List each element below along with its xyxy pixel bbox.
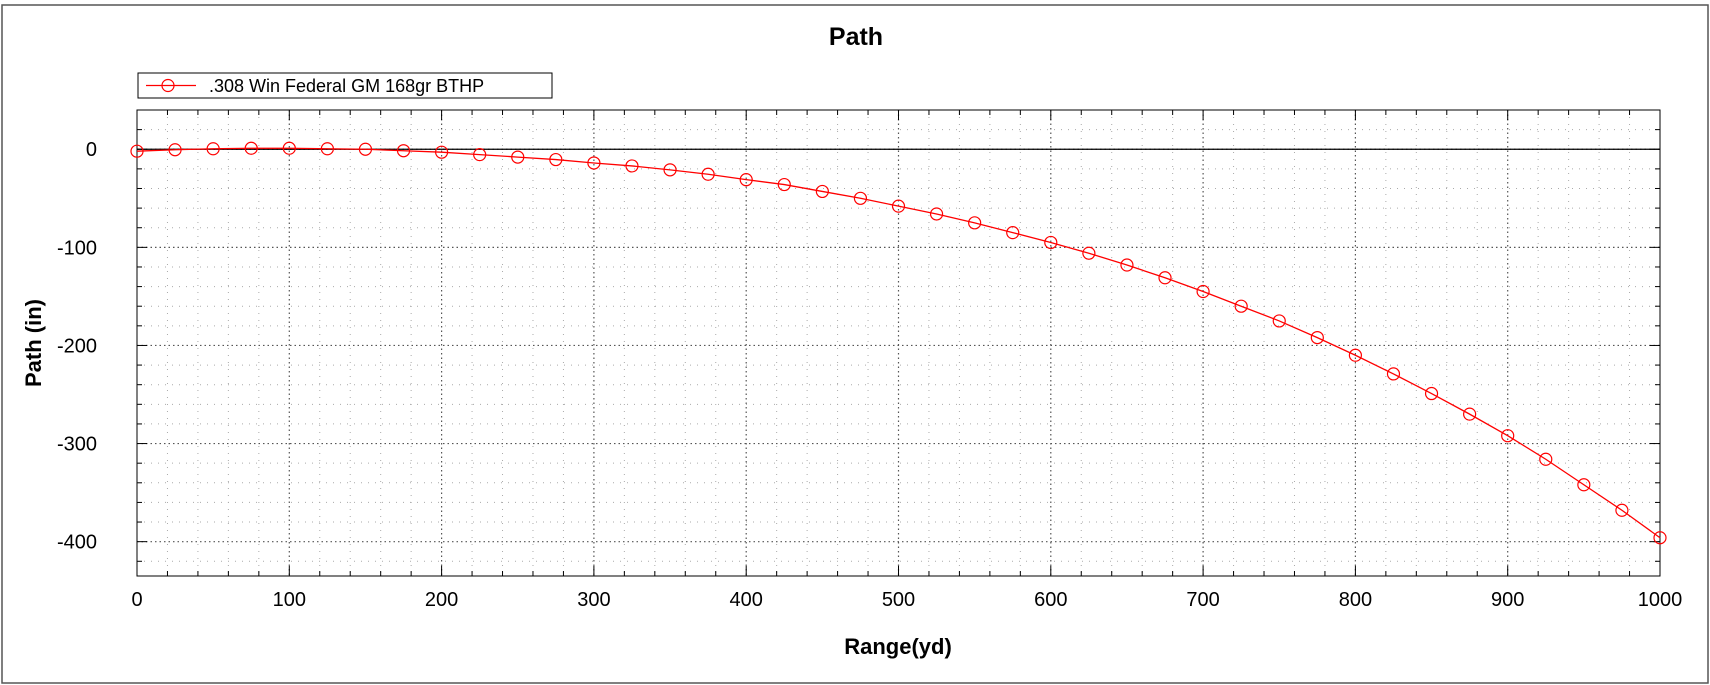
data-point: [815, 184, 829, 199]
data-point: [1272, 314, 1286, 328]
data-point: [777, 177, 791, 192]
data-point: [320, 142, 334, 156]
y-tick-label: 0: [86, 139, 97, 161]
data-point: [473, 148, 487, 162]
x-tick-label: 700: [1186, 589, 1219, 611]
data-point: [853, 191, 868, 205]
x-tick-label: 400: [730, 589, 763, 611]
data-point: [625, 159, 639, 173]
legend-entry-label: .308 Win Federal GM 168gr BTHP: [209, 76, 484, 96]
x-tick-label: 600: [1034, 589, 1067, 611]
data-point: [244, 141, 258, 155]
data-point: [549, 152, 563, 167]
x-tick-label: 900: [1491, 589, 1524, 611]
series-line: [136, 147, 1661, 539]
data-point: [130, 144, 144, 158]
x-tick-label: 1000: [1638, 589, 1683, 611]
data-point: [168, 143, 182, 157]
data-point: [739, 173, 753, 187]
data-point: [1348, 348, 1363, 362]
x-tick-label: 800: [1339, 589, 1372, 611]
x-tick-label: 200: [425, 589, 458, 611]
data-point: [282, 141, 296, 155]
data-point: [587, 156, 601, 170]
x-axis-label: Range(yd): [844, 634, 952, 659]
data-point: [1234, 299, 1248, 313]
data-point: [663, 163, 677, 177]
data-point: [701, 167, 715, 181]
x-tick-label: 500: [882, 589, 915, 611]
data-point: [968, 216, 982, 230]
y-tick-label: -100: [57, 237, 97, 259]
y-tick-label: -400: [57, 532, 97, 554]
data-point: [929, 207, 944, 221]
legend-marker-icon: [161, 78, 175, 93]
series-markers: [130, 141, 1667, 545]
data-point: [206, 142, 220, 156]
y-tick-label: -200: [57, 335, 97, 357]
data-point: [1501, 429, 1515, 443]
data-point: [1196, 284, 1210, 299]
x-axis-tick-labels: 0 100 200 300 400 500 600 700 800 900 1000: [131, 589, 1682, 611]
legend: .308 Win Federal GM 168gr BTHP: [137, 72, 553, 99]
x-tick-label: 300: [577, 589, 610, 611]
data-point: [1044, 235, 1058, 250]
data-point: [1082, 246, 1096, 260]
data-point: [1310, 331, 1324, 345]
data-point: [1006, 226, 1020, 240]
data-point: [1539, 452, 1553, 466]
data-point: [1120, 258, 1134, 272]
data-point: [1463, 407, 1477, 421]
y-tick-label: -300: [57, 434, 97, 456]
data-point: [1615, 503, 1629, 517]
data-point: [1424, 386, 1439, 401]
y-axis-tick-labels: 0 -100 -200 -300 -400: [57, 139, 97, 553]
data-point: [1158, 271, 1172, 285]
data-point: [511, 150, 525, 164]
data-point: [1386, 367, 1401, 381]
data-point: [1653, 531, 1667, 545]
plot-area: [130, 109, 1667, 577]
chart-title: Path: [829, 23, 883, 51]
data-point: [396, 144, 411, 158]
y-axis-label: Path (in): [21, 299, 46, 387]
legend-box: [137, 72, 553, 99]
x-tick-label: 0: [131, 589, 142, 611]
data-point: [891, 199, 906, 213]
data-point: [1577, 478, 1591, 492]
data-point: [358, 142, 373, 156]
x-tick-label: 100: [273, 589, 306, 611]
data-point: [435, 145, 449, 159]
